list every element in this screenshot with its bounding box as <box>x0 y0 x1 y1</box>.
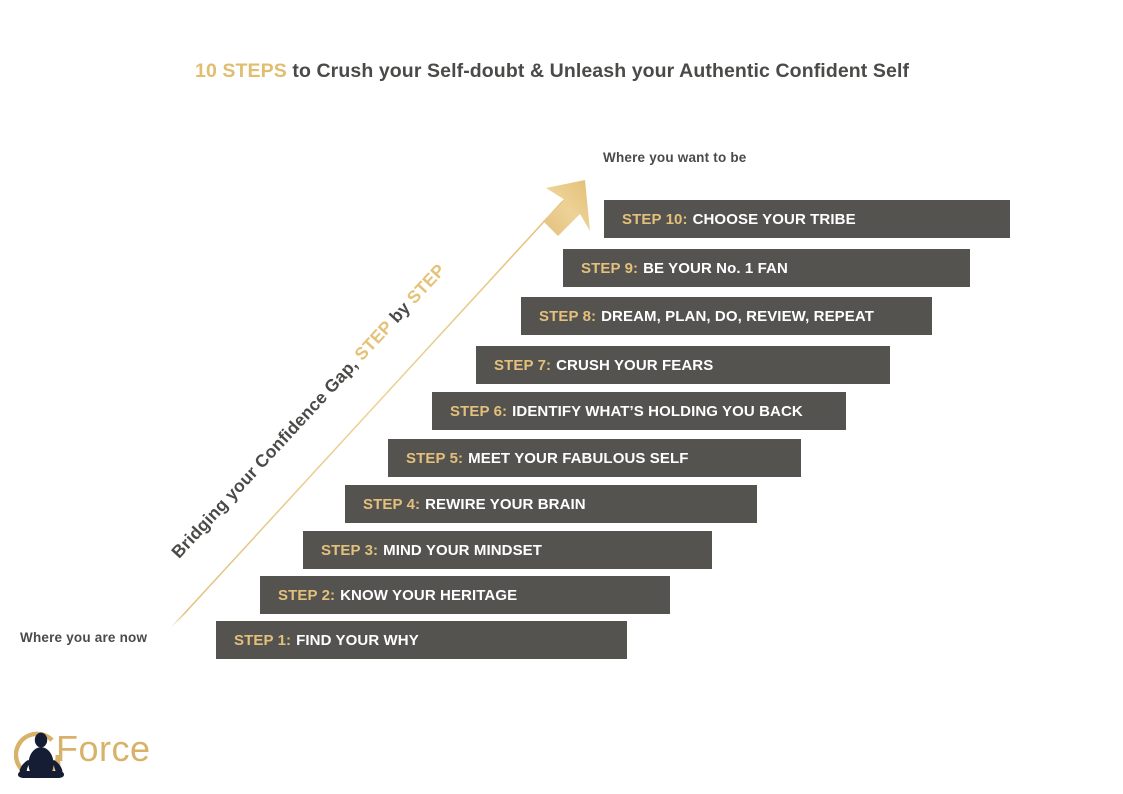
step-bar[interactable]: STEP 1: FIND YOUR WHY <box>216 621 627 659</box>
step-label: MIND YOUR MINDSET <box>383 541 543 559</box>
step-number: STEP 6: <box>450 402 508 420</box>
step-label: REWIRE YOUR BRAIN <box>425 495 586 513</box>
step-label: CRUSH YOUR FEARS <box>556 356 714 374</box>
step-label: MEET YOUR FABULOUS SELF <box>468 449 689 467</box>
step-number: STEP 5: <box>406 449 464 467</box>
step-bar[interactable]: STEP 8: DREAM, PLAN, DO, REVIEW, REPEAT <box>521 297 932 335</box>
step-number: STEP 1: <box>234 631 292 649</box>
caption-where-you-are-now: Where you are now <box>20 630 148 645</box>
gforce-logo-mark <box>14 731 64 779</box>
caption-where-you-want-to-be: Where you want to be <box>603 150 747 165</box>
step-number: STEP 7: <box>494 356 552 374</box>
step-bar[interactable]: STEP 3: MIND YOUR MINDSET <box>303 531 712 569</box>
step-label: IDENTIFY WHAT’S HOLDING YOU BACK <box>512 402 803 420</box>
step-number: STEP 10: <box>622 210 688 228</box>
step-bar[interactable]: STEP 6: IDENTIFY WHAT’S HOLDING YOU BACK <box>432 392 846 430</box>
step-number: STEP 4: <box>363 495 421 513</box>
step-bar[interactable]: STEP 10: CHOOSE YOUR TRIBE <box>604 200 1010 238</box>
title-highlight: 10 STEPS <box>195 60 287 82</box>
page-title: 10 STEPS to Crush your Self-doubt & Unle… <box>195 60 909 83</box>
step-bar[interactable]: STEP 9: BE YOUR No. 1 FAN <box>563 249 970 287</box>
step-label: CHOOSE YOUR TRIBE <box>692 210 856 228</box>
step-bar[interactable]: STEP 5: MEET YOUR FABULOUS SELF <box>388 439 801 477</box>
step-bar[interactable]: STEP 7: CRUSH YOUR FEARS <box>476 346 890 384</box>
step-bar[interactable]: STEP 4: REWIRE YOUR BRAIN <box>345 485 757 523</box>
title-rest: to Crush your Self-doubt & Unleash your … <box>286 60 910 82</box>
step-label: FIND YOUR WHY <box>296 631 419 649</box>
logo-wordmark: Force <box>56 728 151 769</box>
step-number: STEP 2: <box>278 586 336 604</box>
step-label: DREAM, PLAN, DO, REVIEW, REPEAT <box>601 307 874 325</box>
step-label: KNOW YOUR HERITAGE <box>340 586 518 604</box>
step-bar[interactable]: STEP 2: KNOW YOUR HERITAGE <box>260 576 670 614</box>
step-label: BE YOUR No. 1 FAN <box>643 259 788 277</box>
step-number: STEP 3: <box>321 541 379 559</box>
step-number: STEP 9: <box>581 259 639 277</box>
step-number: STEP 8: <box>539 307 597 325</box>
